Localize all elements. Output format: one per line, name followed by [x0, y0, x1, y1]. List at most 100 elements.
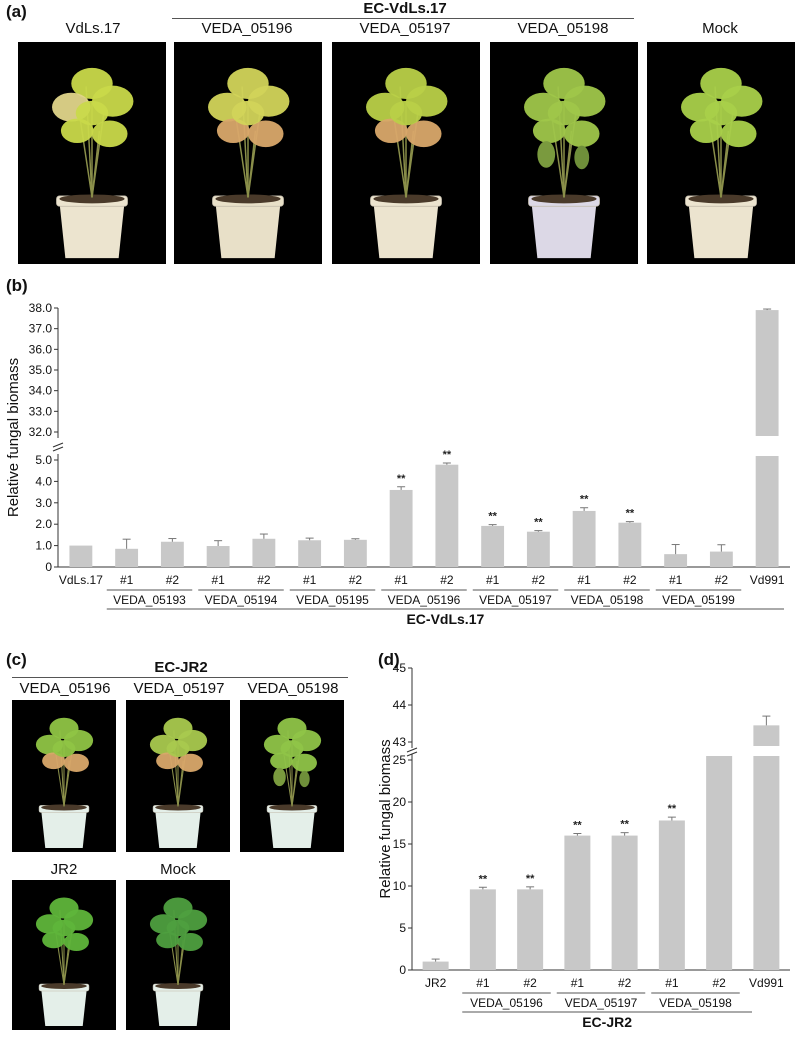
photo-label: VEDA_05198: [247, 680, 339, 697]
y-tick-label: 34.0: [29, 384, 53, 398]
x-tick-label: JR2: [425, 976, 447, 990]
soil: [531, 194, 597, 204]
bar: [69, 545, 93, 567]
soil: [155, 804, 201, 811]
significance-marker: **: [626, 508, 635, 520]
x-tick-label: Vd991: [749, 976, 784, 990]
significance-marker: **: [580, 494, 589, 506]
significance-marker: **: [534, 517, 543, 529]
x-tick-label: #2: [440, 573, 454, 587]
soil: [41, 983, 87, 989]
leaf: [64, 933, 89, 951]
bar-chart-d: 0 5 10 15 20 25 43 44 45 Relative fungal biomass J…: [377, 661, 790, 1030]
leaf: [721, 120, 757, 148]
wilted-leaf: [574, 145, 590, 170]
x-tick-label: #1: [665, 976, 679, 990]
group-label: VEDA_05199: [662, 593, 735, 607]
leaf: [166, 919, 190, 937]
group-label: VEDA_05194: [205, 593, 278, 607]
leaf: [92, 120, 128, 148]
y-tick-label: 25: [393, 753, 407, 767]
significance-marker: **: [573, 820, 582, 832]
pot-shape: [155, 988, 201, 1026]
leaf: [166, 740, 190, 757]
photo-label: VdLs.17: [65, 20, 121, 37]
photo-label: VEDA_05196: [201, 20, 293, 37]
panel-a-group-rule: [172, 18, 634, 19]
panel-a-letter: (a): [6, 2, 27, 21]
plant-photo-mock: [647, 42, 795, 264]
group-label: VEDA_05198: [571, 593, 644, 607]
leaf: [64, 753, 89, 772]
pot-shape: [269, 809, 315, 848]
plant-photo-vdls17: [18, 42, 166, 264]
leaf: [689, 118, 723, 144]
group-label: VEDA_05196: [388, 593, 461, 607]
group-label: VEDA_05196: [470, 996, 543, 1010]
x-tick-label: VdLs.17: [59, 573, 103, 587]
x-tick-label: #2: [532, 573, 546, 587]
axis-break-mark: [406, 747, 418, 753]
group-label: VEDA_05197: [479, 593, 552, 607]
bar: [389, 489, 413, 567]
x-tick-label: #2: [523, 976, 537, 990]
soil: [215, 194, 281, 204]
photo-label: JR2: [50, 861, 78, 878]
leaf: [42, 931, 66, 949]
y-tick-label: 33.0: [29, 404, 53, 418]
panel-c-letter: (c): [6, 650, 27, 669]
bar: [435, 464, 459, 567]
bar: [298, 540, 322, 567]
significance-marker: **: [526, 873, 535, 885]
y-tick-label: 2.0: [35, 517, 52, 531]
bar: [160, 541, 184, 567]
photo-label: VEDA_05196: [19, 680, 111, 697]
pot-shape: [373, 201, 439, 259]
bar: [206, 546, 230, 567]
axis-break-mark: [52, 446, 64, 452]
group-label: VEDA_05197: [565, 996, 638, 1010]
y-tick-label: 1.0: [35, 539, 52, 553]
y-tick-label: 32.0: [29, 425, 53, 439]
bar: [709, 551, 733, 567]
axis-break-mark: [52, 442, 64, 448]
leaf: [389, 100, 423, 126]
y-tick-label: 20: [393, 795, 407, 809]
photo-label: VEDA_05198: [517, 20, 609, 37]
panel-c-group-label: EC-JR2: [154, 659, 208, 676]
x-tick-label: #1: [120, 573, 134, 587]
bar: [753, 754, 780, 970]
pot-shape: [41, 809, 87, 848]
pot-shape: [215, 201, 281, 259]
panel-a-group-label: EC-VdLs.17: [363, 0, 447, 17]
y-tick-label: 43: [393, 735, 407, 749]
bar: [706, 754, 733, 970]
leaf: [270, 752, 294, 770]
leaf: [280, 740, 304, 757]
soil: [155, 983, 201, 989]
y-tick-label: 36.0: [29, 342, 53, 356]
bar: [526, 531, 550, 567]
leaf: [547, 100, 581, 126]
soil: [269, 804, 315, 811]
x-tick-label: #2: [349, 573, 363, 587]
leaf: [564, 120, 600, 148]
significance-marker: **: [488, 511, 497, 523]
panel-d-letter: (d): [378, 650, 400, 669]
y-tick-label: 0: [45, 560, 52, 574]
leaf: [704, 100, 738, 126]
x-tick-label: #2: [715, 573, 729, 587]
bar: [481, 525, 505, 567]
x-tick-label: #1: [577, 573, 591, 587]
pot-shape: [59, 201, 125, 259]
supergroup-label: EC-VdLs.17: [406, 611, 484, 627]
significance-marker: **: [397, 473, 406, 485]
x-tick-label: #2: [623, 573, 637, 587]
bar: [753, 725, 780, 748]
x-tick-label: Vd991: [750, 573, 785, 587]
plant-photo-veda-05196-jr2: [12, 700, 116, 852]
wilted-leaf: [537, 141, 556, 168]
pot-shape: [41, 988, 87, 1026]
panel-b-letter: (b): [6, 276, 28, 295]
x-tick-label: #2: [712, 976, 726, 990]
